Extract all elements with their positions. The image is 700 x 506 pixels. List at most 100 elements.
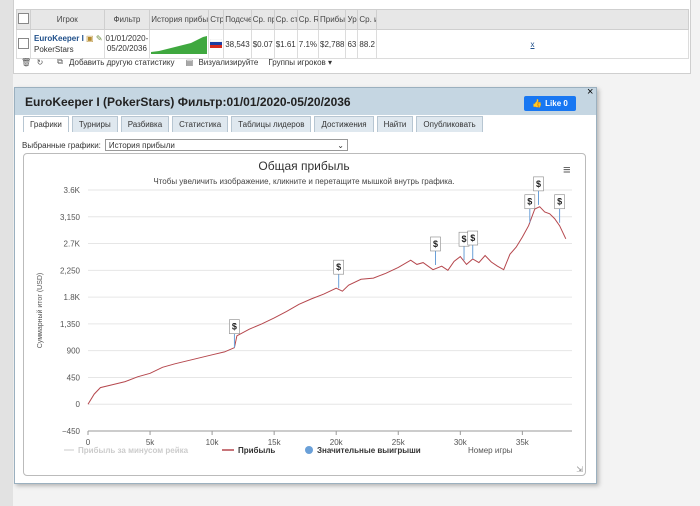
big-win-marker-flag bbox=[554, 194, 565, 210]
col-level[interactable]: Урове bbox=[345, 9, 359, 30]
window-tabs: Графики Турниры Разбивка Статистика Таблицы … bbox=[23, 116, 483, 132]
tab-7[interactable]: Опубликовать bbox=[416, 116, 483, 132]
col-filter[interactable]: Фильтр bbox=[103, 9, 151, 30]
big-win-marker-flag bbox=[430, 236, 441, 252]
profit-sparkline-cell[interactable] bbox=[149, 29, 210, 59]
player-groups-label: Группы игроков bbox=[268, 57, 326, 67]
chart-title: Общая прибыль bbox=[258, 159, 349, 173]
col-profit[interactable]: Прибыль bbox=[317, 9, 347, 30]
y-tick-label: 1.8K bbox=[64, 293, 81, 302]
remove-row-link[interactable]: x bbox=[530, 39, 535, 49]
resize-handle-icon[interactable]: ⇲ bbox=[576, 465, 583, 474]
profit-sparkline[interactable] bbox=[151, 32, 208, 54]
player-window: EuroKeeper I (PokerStars) Фильтр:01/01/2… bbox=[14, 86, 597, 484]
big-win-marker-flag bbox=[467, 230, 479, 246]
y-tick-label: 2.7K bbox=[64, 240, 81, 249]
big-win-marker-label: $ bbox=[336, 262, 341, 272]
window-titlebar[interactable]: EuroKeeper I (PokerStars) Фильтр:01/01/2… bbox=[15, 86, 596, 132]
profit-chart[interactable]: Общая прибыль Чтобы увеличить изображение… bbox=[24, 154, 585, 475]
col-avg-stake[interactable]: Ср. ставк bbox=[273, 9, 298, 30]
filter-date-start: 01/01/2020- bbox=[105, 34, 149, 43]
close-icon[interactable]: × bbox=[587, 86, 594, 98]
chevron-down-icon: ⌄ bbox=[337, 141, 344, 150]
window-title: EuroKeeper I (PokerStars) Фильтр:01/01/2… bbox=[25, 95, 351, 109]
chart-select[interactable]: История прибыли ⌄ bbox=[104, 139, 348, 151]
tab-3[interactable]: Статистика bbox=[172, 116, 229, 132]
left-strip bbox=[0, 0, 13, 506]
room-name: PokerStars bbox=[34, 45, 74, 54]
row-select[interactable] bbox=[16, 29, 31, 59]
x-tick-label: 35k bbox=[516, 438, 530, 447]
profit-series-line bbox=[87, 206, 567, 405]
legend-profit-label: Прибыль bbox=[238, 446, 275, 455]
add-stats-icon[interactable]: ⧉ bbox=[57, 57, 63, 66]
add-stats-link[interactable]: Добавить другую статистику bbox=[69, 57, 175, 67]
big-win-marker-label: $ bbox=[527, 197, 532, 207]
tab-4[interactable]: Таблицы лидеров bbox=[231, 116, 312, 132]
y-tick-label: 1,350 bbox=[60, 320, 81, 329]
player-cell: EuroKeeper I ▣ ✎ PokerStars bbox=[30, 29, 105, 59]
x-tick-label: 30k bbox=[454, 438, 468, 447]
big-win-marker-label: $ bbox=[557, 197, 562, 207]
chart-select-value: История прибыли bbox=[108, 141, 175, 150]
select-all-header[interactable] bbox=[16, 9, 31, 30]
player-name-link[interactable]: EuroKeeper I bbox=[34, 34, 84, 43]
trash-icon[interactable]: 🗑 bbox=[21, 57, 32, 67]
big-win-marker-flag bbox=[524, 194, 536, 210]
col-profit-history[interactable]: История прибыл bbox=[149, 9, 210, 30]
x-tick-label: 10k bbox=[206, 438, 220, 447]
x-tick-label: 0 bbox=[86, 438, 91, 447]
stats-table: Игрок Фильтр История прибыл Стр Подсчет … bbox=[16, 9, 690, 59]
tab-5[interactable]: Достижения bbox=[314, 116, 374, 132]
filter-cell: 01/01/2020- 05/20/2036 bbox=[103, 29, 151, 59]
chart-container[interactable]: Общая прибыль Чтобы увеличить изображение… bbox=[23, 153, 586, 476]
stats-panel: Игрок Фильтр История прибыл Стр Подсчет … bbox=[13, 0, 691, 74]
col-avg-games[interactable]: Ср. игры / , bbox=[357, 9, 377, 30]
big-win-marker-label: $ bbox=[536, 179, 541, 189]
y-tick-label: 900 bbox=[67, 347, 81, 356]
tab-0[interactable]: Графики bbox=[23, 116, 69, 132]
col-actions bbox=[375, 9, 690, 30]
big-win-marker-label: $ bbox=[232, 322, 237, 332]
x-axis-label: Номер игры bbox=[468, 446, 513, 455]
x-tick-label: 5k bbox=[146, 438, 155, 447]
tag-icon[interactable]: ✎ bbox=[95, 34, 103, 43]
visualize-icon[interactable]: ▤ bbox=[185, 57, 194, 67]
table-row: EuroKeeper I ▣ ✎ PokerStars 01/01/2020- … bbox=[16, 29, 690, 59]
col-avg-roi[interactable]: Ср. ROI bbox=[296, 9, 320, 30]
chart-menu-icon[interactable]: ≡ bbox=[563, 162, 571, 177]
legend-markers-swatch bbox=[305, 446, 313, 454]
briefcase-icon[interactable]: ▣ bbox=[86, 34, 94, 43]
filter-date-end: 05/20/2036 bbox=[106, 44, 147, 53]
player-groups-dropdown[interactable]: Группы игроков ▾ bbox=[268, 58, 332, 67]
y-tick-label: 3,150 bbox=[60, 213, 81, 222]
x-tick-label: 25k bbox=[392, 438, 406, 447]
tab-2[interactable]: Разбивка bbox=[120, 116, 170, 132]
big-win-marker-label: $ bbox=[462, 234, 467, 244]
thumbs-up-icon: 👍 bbox=[532, 99, 543, 108]
y-tick-label: 0 bbox=[76, 400, 81, 409]
remove-row-cell: x bbox=[375, 29, 690, 59]
x-tick-label: 20k bbox=[330, 438, 344, 447]
avg-games-value: 88.2 bbox=[357, 29, 377, 59]
chart-selector-label: Выбранные графики: bbox=[22, 140, 101, 150]
visualize-link[interactable]: Визуализируйте bbox=[198, 57, 259, 67]
big-win-marker-flag bbox=[533, 176, 544, 192]
avg-stake-value: $1.61 bbox=[273, 29, 298, 59]
tab-1[interactable]: Турниры bbox=[71, 116, 118, 132]
col-country[interactable]: Стр bbox=[208, 9, 225, 30]
select-all-checkbox[interactable] bbox=[18, 13, 29, 24]
row-checkbox[interactable] bbox=[18, 37, 29, 49]
legend-rake-label: Прибыль за минусом рейка bbox=[78, 446, 189, 455]
big-win-marker-label: $ bbox=[433, 239, 438, 249]
facebook-like-button[interactable]: 👍 Like 0 bbox=[524, 96, 576, 111]
tab-6[interactable]: Найти bbox=[376, 116, 414, 132]
refresh-icon[interactable]: ↻ bbox=[36, 57, 44, 67]
col-player[interactable]: Игрок bbox=[30, 9, 105, 30]
col-count[interactable]: Подсчет bbox=[223, 9, 252, 30]
country-cell bbox=[208, 29, 225, 59]
big-win-marker-label: $ bbox=[470, 233, 475, 243]
y-tick-label: −450 bbox=[62, 427, 81, 436]
y-tick-label: 2,250 bbox=[60, 266, 81, 275]
col-avg-profit[interactable]: Ср. приб bbox=[250, 9, 275, 30]
